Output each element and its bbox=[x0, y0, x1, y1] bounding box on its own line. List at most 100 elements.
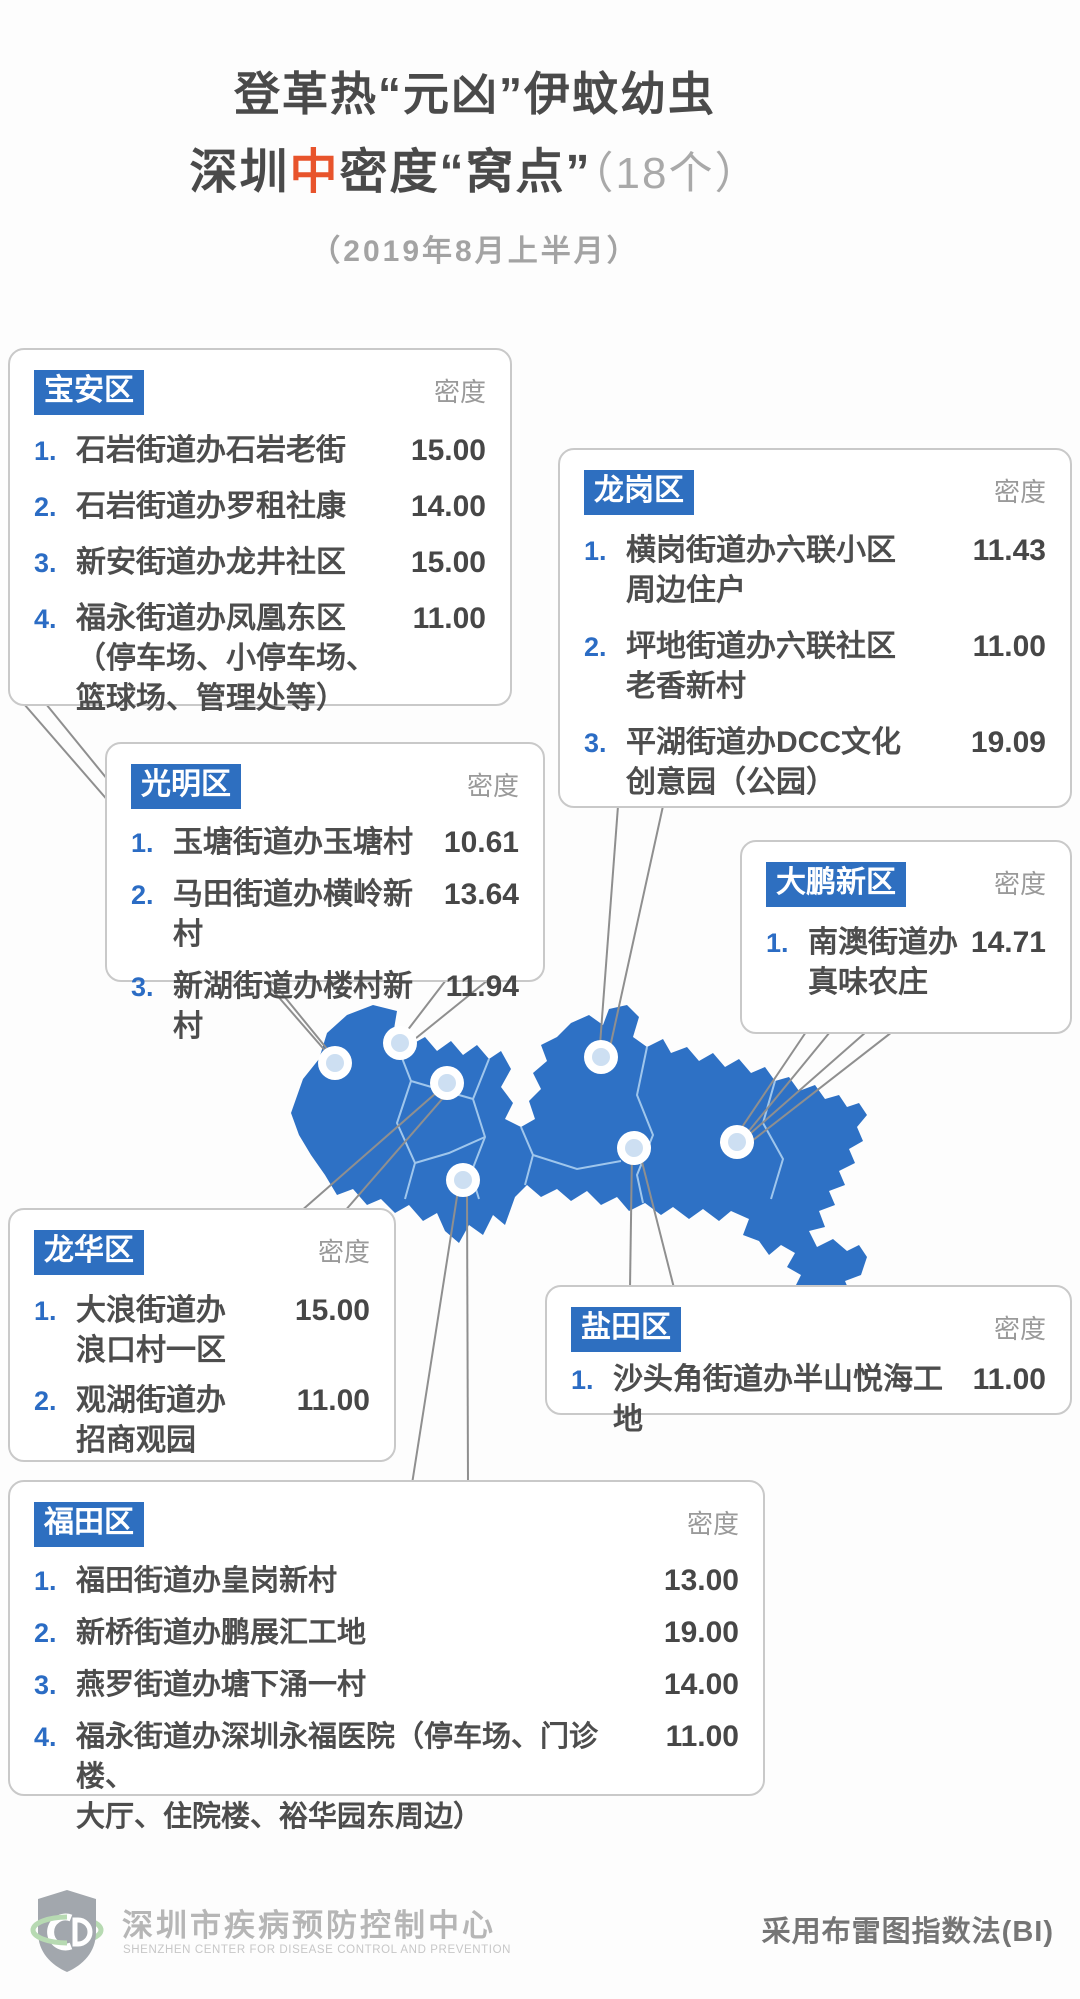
site-name: 福田街道办皇岗新村 bbox=[76, 1564, 338, 1597]
site-density-value: 11.94 bbox=[445, 969, 519, 1003]
site-row: 2. 马田街道办横岭新村 13.64 bbox=[131, 875, 519, 955]
callout-line-yantian bbox=[629, 1151, 633, 1289]
density-column-label: 密度 bbox=[317, 1237, 370, 1267]
map-marker-futian bbox=[446, 1163, 480, 1197]
site-name: 燕罗街道办塘下涌一村 bbox=[76, 1668, 367, 1701]
title-line2-post: 密度“窝点” bbox=[339, 146, 592, 199]
title-line2: 深圳中密度“窝点”（18个） bbox=[0, 132, 950, 202]
site-index: 2. bbox=[34, 1385, 57, 1416]
site-index: 4. bbox=[34, 603, 57, 634]
site-row: 2. 石岩街道办罗租社康 14.00 bbox=[34, 487, 486, 527]
callout-line-guangming bbox=[404, 979, 489, 1048]
district-label-guangming: 光明区 bbox=[131, 764, 241, 809]
site-row: 1. 南澳街道办 真味农庄 14.71 bbox=[766, 923, 1046, 1003]
site-name: 新湖街道办楼村新村 bbox=[173, 969, 413, 1043]
site-name: 福永街道办凤凰东区 （停车场、小停车场、 篮球场、管理处等） bbox=[76, 601, 376, 715]
site-name: 石岩街道办罗租社康 bbox=[76, 489, 346, 523]
title-highlight-medium: 中 bbox=[289, 146, 340, 199]
district-box-longgang: 龙岗区 密度 1. 横岗街道办六联小区 周边住户 11.43 2. 坪地街道办六… bbox=[558, 448, 1072, 808]
callout-line-longhua bbox=[299, 1085, 445, 1213]
site-index: 1. bbox=[571, 1364, 594, 1395]
site-index: 1. bbox=[34, 435, 57, 466]
district-box-baoan: 宝安区 密度 1. 石岩街道办石岩老街 15.00 2. 石岩街道办罗租社康 1… bbox=[8, 348, 512, 715]
site-row: 1. 横岗街道办六联小区 周边住户 11.43 bbox=[584, 531, 1046, 611]
site-row: 1. 福田街道办皇岗新村 13.00 bbox=[34, 1561, 739, 1601]
callout-line-yantian bbox=[639, 1153, 675, 1289]
site-name: 坪地街道办六联社区 老香新村 bbox=[626, 629, 896, 703]
district-label-yantian: 盐田区 bbox=[571, 1307, 681, 1352]
site-index: 3. bbox=[34, 1669, 57, 1700]
site-row: 3. 新安街道办龙井社区 15.00 bbox=[34, 543, 486, 583]
site-density-value: 19.09 bbox=[970, 725, 1046, 759]
density-column-label: 密度 bbox=[993, 477, 1046, 507]
site-density-value: 13.64 bbox=[443, 877, 519, 911]
site-name: 玉塘街道办玉塘村 bbox=[173, 825, 413, 859]
site-density-value: 15.00 bbox=[294, 1293, 370, 1327]
footer-org-name-cn: 深圳市疾病预防控制中心 bbox=[122, 1908, 496, 1943]
site-index: 2. bbox=[34, 1617, 57, 1648]
site-name: 横岗街道办六联小区 周边住户 bbox=[626, 533, 896, 607]
site-index: 3. bbox=[131, 971, 154, 1002]
map-marker-baoan bbox=[318, 1046, 352, 1080]
site-index: 3. bbox=[34, 547, 57, 578]
district-label-baoan: 宝安区 bbox=[34, 370, 144, 415]
site-name: 平湖街道办DCC文化 创意园（公园） bbox=[626, 725, 901, 799]
callout-line-futian bbox=[411, 1183, 460, 1485]
site-density-value: 15.00 bbox=[410, 433, 486, 467]
site-row: 4. 福永街道办深圳永福医院（停车场、门诊楼、 大厅、住院楼、裕华园东周边） 1… bbox=[34, 1717, 739, 1837]
site-row: 2. 新桥街道办鹏展汇工地 19.00 bbox=[34, 1613, 739, 1653]
site-name: 沙头角街道办半山悦海工地 bbox=[613, 1362, 943, 1436]
callout-lines bbox=[23, 703, 893, 1485]
title-line2-pre: 深圳 bbox=[189, 146, 290, 199]
district-label-longhua: 龙华区 bbox=[34, 1230, 144, 1275]
site-index: 3. bbox=[584, 727, 607, 758]
district-box-guangming: 光明区 密度 1. 玉塘街道办玉塘村 10.61 2. 马田街道办横岭新村 13… bbox=[105, 742, 545, 1043]
site-density-value: 11.00 bbox=[972, 1362, 1046, 1396]
map-marker-yantian bbox=[617, 1131, 651, 1165]
page-title: 登革热“元凶”伊蚊幼虫 深圳中密度“窝点”（18个） （2019年8月上半月） bbox=[0, 58, 950, 270]
callout-line-dapeng bbox=[747, 1031, 893, 1145]
map-marker-longhua bbox=[430, 1066, 464, 1100]
site-row: 3. 燕罗街道办塘下涌一村 14.00 bbox=[34, 1665, 739, 1705]
site-density-value: 14.00 bbox=[663, 1667, 739, 1701]
map-marker-guangming bbox=[383, 1026, 417, 1060]
site-name: 马田街道办横岭新村 bbox=[173, 877, 413, 951]
site-index: 2. bbox=[584, 631, 607, 662]
callout-line-futian bbox=[466, 1187, 469, 1485]
density-column-label: 密度 bbox=[993, 1314, 1046, 1344]
site-density-value: 14.00 bbox=[410, 489, 486, 523]
site-index: 2. bbox=[131, 879, 154, 910]
site-name: 大浪街道办 浪口村一区 bbox=[76, 1293, 226, 1367]
callout-line-dapeng bbox=[742, 1031, 867, 1141]
site-name: 新安街道办龙井社区 bbox=[76, 545, 346, 579]
site-density-value: 14.71 bbox=[970, 925, 1046, 959]
site-index: 1. bbox=[34, 1295, 57, 1326]
cdc-logo-icon bbox=[30, 1890, 104, 1972]
map-markers bbox=[318, 1026, 754, 1197]
site-row: 3. 新湖街道办楼村新村 11.94 bbox=[131, 967, 519, 1047]
site-density-value: 10.61 bbox=[443, 825, 519, 859]
callout-line-longhua bbox=[343, 1089, 451, 1213]
district-label-dapeng: 大鹏新区 bbox=[766, 862, 906, 907]
title-line1: 登革热“元凶”伊蚊幼虫 bbox=[234, 68, 716, 120]
site-index: 1. bbox=[584, 535, 607, 566]
callout-line-longgang bbox=[598, 805, 619, 1059]
district-label-longgang: 龙岗区 bbox=[584, 470, 694, 515]
site-name: 南澳街道办 真味农庄 bbox=[808, 925, 958, 999]
site-row: 1. 大浪街道办 浪口村一区 15.00 bbox=[34, 1291, 370, 1371]
district-box-futian: 福田区 密度 1. 福田街道办皇岗新村 13.00 2. 新桥街道办鹏展汇工地 … bbox=[8, 1480, 765, 1833]
district-label-futian: 福田区 bbox=[34, 1502, 144, 1547]
site-index: 1. bbox=[34, 1565, 57, 1596]
site-density-value: 11.00 bbox=[972, 629, 1046, 663]
callout-line-dapeng bbox=[738, 1031, 831, 1144]
district-border-lines bbox=[392, 1034, 785, 1204]
site-density-value: 11.00 bbox=[665, 1719, 739, 1753]
title-count: （18个） bbox=[591, 149, 761, 198]
site-name: 石岩街道办石岩老街 bbox=[76, 433, 346, 467]
site-name: 观湖街道办 招商观园 bbox=[76, 1383, 226, 1457]
site-density-value: 15.00 bbox=[410, 545, 486, 579]
site-name: 福永街道办深圳永福医院（停车场、门诊楼、 大厅、住院楼、裕华园东周边） bbox=[76, 1720, 599, 1833]
subtitle-period: （2019年8月上半月） bbox=[310, 235, 640, 268]
district-box-longhua: 龙华区 密度 1. 大浪街道办 浪口村一区 15.00 2. 观湖街道办 招商观… bbox=[8, 1208, 396, 1462]
density-column-label: 密度 bbox=[686, 1509, 739, 1539]
